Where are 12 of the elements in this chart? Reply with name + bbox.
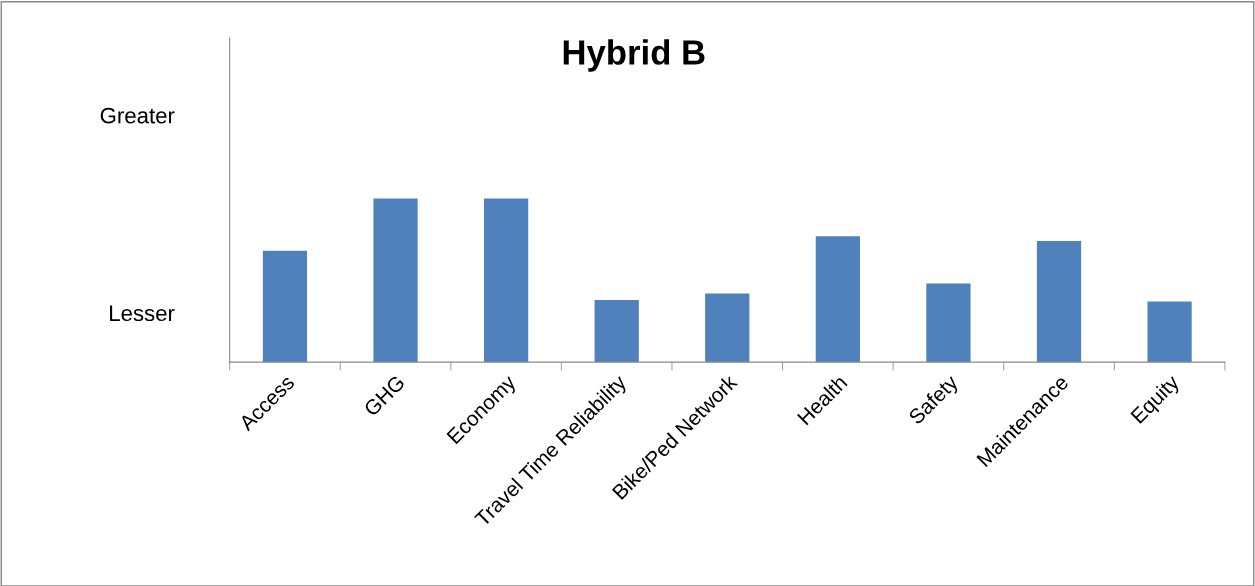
bar — [373, 198, 418, 363]
text: Lesser — [110, 305, 175, 322]
bar — [705, 293, 750, 363]
text: Greater — [100, 107, 175, 124]
bar — [815, 236, 860, 363]
bar — [262, 250, 308, 363]
bar — [484, 198, 529, 363]
chart-title: Hybrid B — [563, 39, 705, 72]
bar — [926, 283, 971, 363]
bar — [594, 299, 639, 363]
bar — [1147, 301, 1192, 363]
bar — [1036, 241, 1082, 363]
